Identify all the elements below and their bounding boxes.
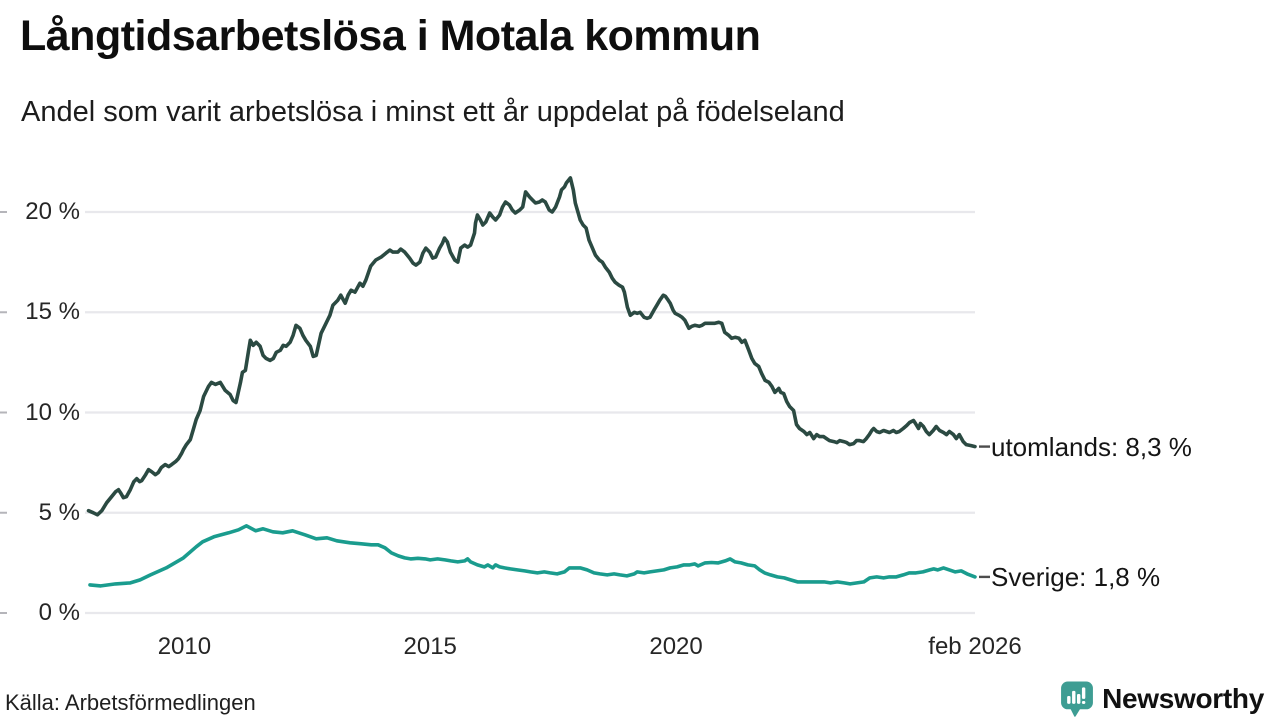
y-axis-tick-label: 20 %	[25, 198, 80, 225]
newsworthy-logo: Newsworthy	[1059, 680, 1264, 717]
chart-subtitle: Andel som varit arbetslösa i minst ett å…	[21, 96, 845, 128]
page-title: Långtidsarbetslösa i Motala kommun	[20, 12, 761, 60]
source-note: Källa: Arbetsförmedlingen	[5, 690, 256, 715]
x-axis-tick-label: feb 2026	[928, 633, 1022, 660]
series-line-sverige	[88, 523, 977, 588]
newsworthy-logo-text: Newsworthy	[1102, 682, 1264, 714]
y-axis-tick-label: 15 %	[25, 298, 80, 326]
y-axis-tick-label: 5 %	[38, 498, 80, 526]
y-axis-tick-label: 0 %	[38, 599, 80, 626]
bar-chart-bubble-icon	[1061, 681, 1093, 717]
series-line-utomlands	[86, 176, 977, 517]
x-axis-tick-label: 2015	[403, 633, 457, 660]
x-axis-tick-label: 2020	[649, 633, 703, 660]
series-end-label-utomlands: utomlands: 8,3 %	[991, 431, 1192, 462]
series-end-label-sverige: Sverige: 1,8 %	[991, 561, 1161, 592]
y-axis-tick-label: 10 %	[25, 398, 80, 426]
x-axis-tick-label: 2010	[157, 633, 212, 660]
